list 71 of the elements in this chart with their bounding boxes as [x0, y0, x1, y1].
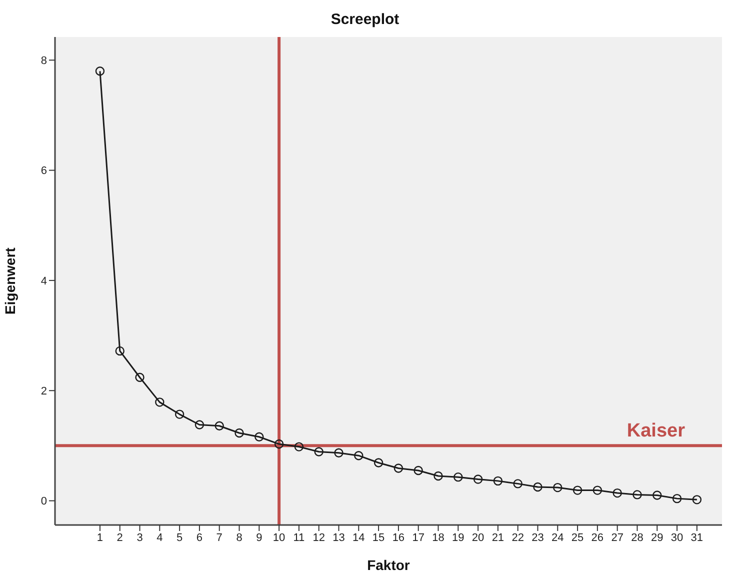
point — [234, 428, 244, 438]
point — [672, 494, 682, 504]
x-tick-label: 21 — [492, 532, 504, 544]
y-tick-label: 8 — [40, 55, 47, 68]
point — [632, 490, 642, 500]
x-tick-label: 4 — [156, 532, 163, 544]
x-axis-title: Faktor — [367, 557, 410, 573]
point — [553, 482, 562, 492]
x-tick-label: 23 — [532, 532, 544, 544]
point — [612, 488, 622, 498]
point — [115, 346, 124, 356]
x-tick-label: 28 — [631, 532, 644, 544]
x-tick-label: 30 — [670, 532, 684, 544]
point — [354, 451, 364, 460]
x-tick-label: 27 — [611, 532, 624, 544]
x-tick-label: 3 — [136, 532, 143, 544]
x-tick-label: 18 — [432, 532, 444, 544]
point — [254, 432, 264, 442]
x-tick-label: 19 — [452, 532, 464, 544]
x-tick-label: 16 — [392, 532, 405, 544]
point — [533, 482, 542, 492]
x-tick-label: 8 — [236, 532, 242, 544]
point — [692, 495, 702, 504]
chart-title: Screeplot — [330, 11, 400, 28]
y-tick-label: 0 — [40, 496, 47, 508]
point — [314, 447, 324, 456]
point — [135, 372, 144, 382]
x-tick-label: 22 — [512, 532, 524, 544]
point — [652, 490, 662, 500]
x-tick-label: 24 — [552, 532, 564, 544]
point — [194, 420, 204, 430]
point — [274, 439, 284, 449]
point — [294, 442, 304, 452]
point — [214, 421, 224, 430]
point — [493, 476, 503, 486]
x-tick-label: 15 — [372, 532, 385, 544]
point — [174, 410, 184, 419]
point — [334, 448, 344, 458]
y-tick-label: 6 — [40, 165, 47, 178]
x-tick-label: 2 — [116, 532, 123, 544]
x-tick-label: 12 — [312, 532, 325, 544]
x-tick-label: 31 — [690, 532, 704, 544]
point — [454, 472, 463, 482]
x-tick-label: 29 — [651, 532, 664, 544]
x-tick-label: 9 — [256, 532, 262, 544]
x-tick-label: 20 — [472, 532, 484, 544]
point — [155, 398, 164, 407]
point — [394, 464, 404, 473]
point — [592, 486, 602, 495]
point — [414, 466, 423, 476]
x-tick-label: 1 — [96, 532, 104, 544]
point — [434, 471, 443, 481]
y-tick-label: 2 — [40, 386, 47, 398]
x-tick-label: 14 — [352, 532, 365, 544]
x-tick-label: 11 — [293, 532, 305, 544]
x-tick-label: 10 — [272, 532, 286, 544]
y-tick-label: 4 — [40, 275, 47, 288]
x-tick-label: 13 — [332, 532, 345, 544]
x-tick-label: 6 — [196, 532, 203, 544]
point — [473, 474, 483, 484]
x-tick-label: 17 — [412, 532, 424, 544]
point — [572, 486, 582, 495]
point — [374, 458, 384, 468]
y-axis-title: Eigenwert — [2, 247, 18, 314]
x-tick-label: 26 — [591, 532, 604, 544]
x-tick-label: 7 — [216, 532, 222, 544]
point — [95, 66, 105, 76]
x-tick-label: 25 — [571, 532, 584, 544]
x-tick-label: 5 — [176, 532, 183, 544]
ref-line-label: Kaiser — [626, 420, 686, 442]
point — [513, 479, 522, 488]
